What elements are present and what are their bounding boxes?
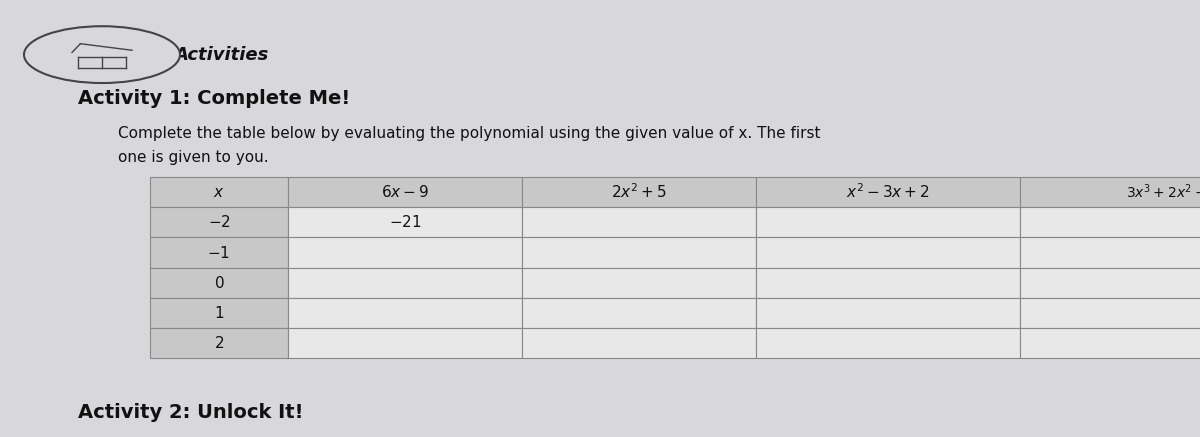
Bar bbox=[1020, 177, 1200, 207]
Text: Complete the table below by evaluating the polynomial using the given value of x: Complete the table below by evaluating t… bbox=[118, 126, 820, 141]
Bar bbox=[756, 298, 1020, 328]
Text: $0$: $0$ bbox=[214, 275, 224, 291]
Bar bbox=[756, 267, 1020, 298]
Text: $1$: $1$ bbox=[214, 305, 224, 321]
Text: $x$: $x$ bbox=[214, 184, 224, 200]
Circle shape bbox=[24, 26, 180, 83]
Text: Activity 1: Complete Me!: Activity 1: Complete Me! bbox=[78, 89, 350, 108]
Bar bbox=[756, 207, 1020, 237]
Text: $x^2-3x+2$: $x^2-3x+2$ bbox=[846, 183, 930, 201]
Bar bbox=[288, 298, 522, 328]
Bar bbox=[288, 207, 522, 237]
Bar bbox=[288, 177, 522, 207]
Text: Activity 2: Unlock It!: Activity 2: Unlock It! bbox=[78, 403, 304, 423]
Text: $-1$: $-1$ bbox=[208, 245, 230, 260]
Bar bbox=[1020, 237, 1200, 267]
Text: $3x^3+2x^2-x+8$: $3x^3+2x^2-x+8$ bbox=[1126, 183, 1200, 201]
Text: $-21$: $-21$ bbox=[389, 214, 421, 230]
Bar bbox=[1020, 267, 1200, 298]
Bar bbox=[150, 328, 288, 358]
Bar bbox=[522, 207, 756, 237]
Text: $2$: $2$ bbox=[214, 335, 224, 351]
Bar bbox=[150, 207, 288, 237]
Bar bbox=[756, 237, 1020, 267]
Bar bbox=[522, 177, 756, 207]
Text: $-2$: $-2$ bbox=[208, 214, 230, 230]
Bar bbox=[150, 237, 288, 267]
Bar bbox=[150, 267, 288, 298]
Bar bbox=[756, 328, 1020, 358]
Bar bbox=[288, 237, 522, 267]
Bar bbox=[1020, 207, 1200, 237]
Text: one is given to you.: one is given to you. bbox=[118, 150, 269, 165]
Text: $6x-9$: $6x-9$ bbox=[380, 184, 430, 200]
Bar bbox=[522, 237, 756, 267]
Bar bbox=[150, 177, 288, 207]
Text: $2x^2+5$: $2x^2+5$ bbox=[611, 183, 667, 201]
Bar bbox=[522, 328, 756, 358]
Bar bbox=[522, 267, 756, 298]
Bar bbox=[288, 267, 522, 298]
Bar bbox=[1020, 298, 1200, 328]
Bar bbox=[522, 298, 756, 328]
Bar bbox=[288, 328, 522, 358]
Bar bbox=[1020, 328, 1200, 358]
Text: Activities: Activities bbox=[174, 45, 269, 64]
Bar bbox=[150, 298, 288, 328]
Bar bbox=[756, 177, 1020, 207]
